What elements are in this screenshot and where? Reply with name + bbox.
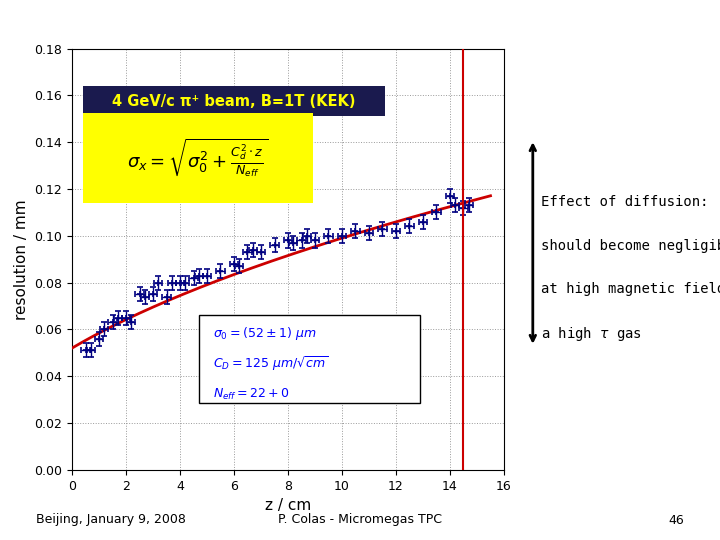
Text: a high $\tau$ gas: a high $\tau$ gas [541, 325, 642, 343]
Text: Effect of diffusion:: Effect of diffusion: [541, 195, 709, 210]
Text: P. Colas - Micromegas TPC: P. Colas - Micromegas TPC [278, 514, 442, 526]
Text: at high magnetic field for: at high magnetic field for [541, 282, 720, 296]
FancyBboxPatch shape [83, 86, 385, 116]
Y-axis label: resolution / mm: resolution / mm [14, 199, 29, 320]
Text: should become negligible: should become negligible [541, 239, 720, 253]
Text: 46: 46 [668, 514, 684, 526]
FancyBboxPatch shape [83, 113, 313, 202]
Text: Beijing, January 9, 2008: Beijing, January 9, 2008 [36, 514, 186, 526]
Text: $\sigma_0 = (52 \pm 1)\ \mu m$: $\sigma_0 = (52 \pm 1)\ \mu m$ [213, 325, 316, 342]
X-axis label: z / cm: z / cm [265, 498, 311, 513]
Text: $C_D = 125\ \mu m/\sqrt{cm}$: $C_D = 125\ \mu m/\sqrt{cm}$ [213, 354, 328, 373]
Text: $\sigma_x = \sqrt{\sigma_0^2 + \frac{C_d^2 \cdot z}{N_{eff}}}$: $\sigma_x = \sqrt{\sigma_0^2 + \frac{C_d… [127, 137, 269, 179]
Text: 4 GeV/c π⁺ beam, B=1T (KEK): 4 GeV/c π⁺ beam, B=1T (KEK) [112, 94, 356, 109]
Text: $N_{eff} = 22 + 0$: $N_{eff} = 22 + 0$ [213, 387, 289, 402]
FancyBboxPatch shape [199, 315, 420, 403]
